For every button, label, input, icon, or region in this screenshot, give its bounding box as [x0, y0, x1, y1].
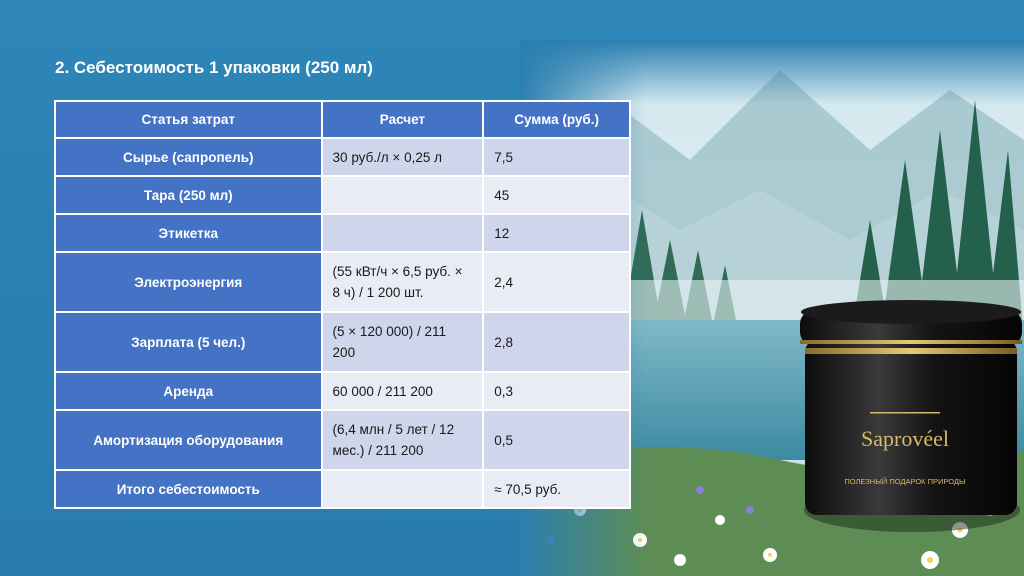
row-calc: (6,4 млн / 5 лет / 12 мес.) / 211 200 — [320, 409, 485, 471]
header-item: Статья затрат — [54, 100, 323, 139]
row-item: Зарплата (5 чел.) — [54, 311, 323, 373]
row-item: Сырье (сапропель) — [54, 137, 323, 177]
table-row: Зарплата (5 чел.) (5 × 120 000) / 211 20… — [54, 311, 631, 373]
row-item: Этикетка — [54, 213, 323, 253]
row-sum: 0,3 — [482, 371, 631, 411]
table-row: Амортизация оборудования (6,4 млн / 5 ле… — [54, 409, 631, 471]
table-row: Сырье (сапропель) 30 руб./л × 0,25 л 7,5 — [54, 137, 631, 177]
row-item: Электроэнергия — [54, 251, 323, 313]
row-calc: (55 кВт/ч × 6,5 руб. × 8 ч) / 1 200 шт. — [320, 251, 485, 313]
total-item: Итого себестоимость — [54, 469, 323, 509]
row-calc: 30 руб./л × 0,25 л — [320, 137, 485, 177]
header-calc: Расчет — [320, 100, 485, 139]
slide-title: 2. Себестоимость 1 упаковки (250 мл) — [55, 58, 373, 77]
table-header-row: Статья затрат Расчет Сумма (руб.) — [54, 100, 631, 139]
table-row: Электроэнергия (55 кВт/ч × 6,5 руб. × 8 … — [54, 251, 631, 313]
table-row: Тара (250 мл) 45 — [54, 175, 631, 215]
row-calc — [320, 213, 485, 253]
row-sum: 2,8 — [482, 311, 631, 373]
row-sum: 45 — [482, 175, 631, 215]
row-sum: 0,5 — [482, 409, 631, 471]
product-brand: Saprovéel — [861, 426, 949, 451]
row-item: Тара (250 мл) — [54, 175, 323, 215]
table-total-row: Итого себестоимость ≈ 70,5 руб. — [54, 469, 631, 509]
total-sum: ≈ 70,5 руб. — [482, 469, 631, 509]
row-calc: (5 × 120 000) / 211 200 — [320, 311, 485, 373]
total-calc — [320, 469, 485, 509]
row-sum: 2,4 — [482, 251, 631, 313]
cost-table: Статья затрат Расчет Сумма (руб.) Сырье … — [54, 100, 631, 509]
table-row: Аренда 60 000 / 211 200 0,3 — [54, 371, 631, 411]
row-sum: 12 — [482, 213, 631, 253]
row-item: Аренда — [54, 371, 323, 411]
product-jar: Saprovéel ПОЛЕЗНЫЙ ПОДАРОК ПРИРОДЫ — [800, 300, 1022, 532]
row-calc: 60 000 / 211 200 — [320, 371, 485, 411]
table-row: Этикетка 12 — [54, 213, 631, 253]
header-sum: Сумма (руб.) — [482, 100, 631, 139]
row-calc — [320, 175, 485, 215]
row-sum: 7,5 — [482, 137, 631, 177]
product-label-line: ПОЛЕЗНЫЙ ПОДАРОК ПРИРОДЫ — [844, 477, 966, 486]
row-item: Амортизация оборудования — [54, 409, 323, 471]
